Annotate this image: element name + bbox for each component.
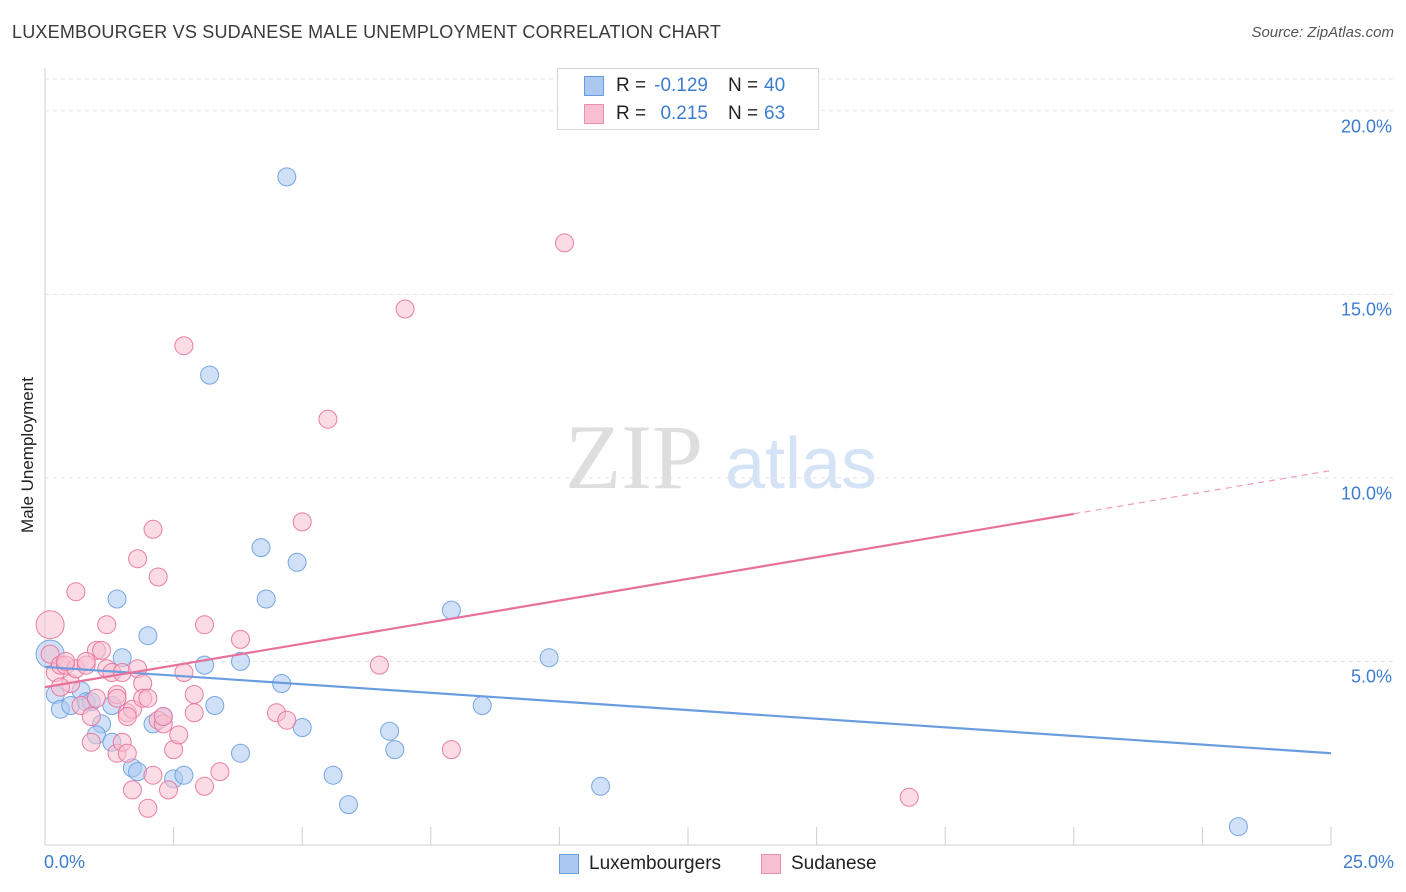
data-point [159,780,178,800]
data-point [441,740,461,760]
data-point [1228,817,1248,837]
data-point [174,336,194,356]
data-point [231,651,250,671]
chart-title: LUXEMBOURGER VS SUDANESE MALE UNEMPLOYME… [12,22,722,42]
data-point [107,688,127,708]
axes [44,68,1332,846]
data-point [169,725,189,745]
trend-line-extension-sudanese [1073,469,1332,515]
legend-n-value: 40 [764,75,786,96]
data-point [205,696,225,715]
data-point [318,409,338,429]
bottom-legend-label: Luxembourgers [589,853,722,874]
x-max-label: 25.0% [1342,852,1394,872]
data-point [210,762,230,782]
source-label: Source: ZipAtlas.com [1251,24,1394,41]
data-point [66,582,86,602]
bottom-legend-label: Sudanese [791,853,877,874]
legend-r-label: R = [616,75,647,96]
data-point [107,589,127,609]
data-point [174,663,194,682]
data-point [287,552,307,572]
data-point [174,765,194,785]
data-point [56,651,76,671]
data-point [117,743,137,763]
series-sudanese [35,233,919,818]
legend-n-label: N = [728,103,759,124]
legend-r-value: -0.129 [654,75,708,96]
data-point [292,512,312,532]
data-point [385,740,405,760]
x-min-label: 0.0% [44,852,86,872]
data-point [380,721,400,741]
data-point [97,615,117,635]
data-point [472,696,492,715]
bottom-legend-luxembourgers[interactable]: Luxembourgers [559,852,721,876]
legend-row-sudanese: R = 0.215 N = 63 [584,102,785,126]
data-point [339,795,358,815]
data-point [143,519,163,539]
trend-lines [44,469,1332,755]
legend-swatch-luxembourgers [584,76,604,96]
data-point [184,703,204,723]
data-point [143,765,163,785]
data-point [35,610,65,640]
watermark-atlas: atlas [725,424,877,504]
data-point [369,655,389,675]
data-point [441,600,461,620]
data-point [277,167,297,187]
trend-line-luxembourgers [44,665,1332,755]
data-point [231,629,250,649]
data-point [591,776,611,796]
bottom-legend-sudanese[interactable]: Sudanese [761,852,877,876]
data-point [148,567,168,587]
data-point [81,732,101,752]
data-point [81,707,101,726]
y-tick-label: 20.0% [1340,116,1392,137]
data-point [195,615,214,635]
watermark: ZIP atlas [565,406,877,508]
data-point [86,688,106,708]
data-point [539,648,559,668]
data-point [92,640,112,660]
data-point [200,365,220,385]
data-point [251,538,271,558]
legend-r-label: R = [616,103,647,124]
data-point [122,780,142,800]
watermark-zip: ZIP [565,406,703,508]
bottom-legend-swatch-sudanese [761,854,781,874]
data-point [323,765,343,785]
legend-n-label: N = [728,75,759,96]
data-point [128,549,148,569]
data-point [256,589,276,609]
y-tick-label: 15.0% [1340,299,1392,320]
data-point [195,776,214,796]
y-tick-label: 5.0% [1350,666,1392,687]
legend-n-value: 63 [764,103,786,124]
data-point [231,743,250,763]
data-point [555,233,574,253]
legend-r-value: 0.215 [660,103,708,124]
data-point [138,626,158,646]
data-point [899,787,919,807]
legend-swatch-sudanese [584,104,604,124]
stats-legend: R = -0.129 N = 40 R = 0.215 N = 63 [557,68,819,130]
data-point [117,707,137,726]
data-point [395,299,415,319]
data-point [138,798,158,818]
data-point [50,677,70,697]
trend-line-sudanese [44,512,1074,689]
y-tick-label: 10.0% [1340,483,1392,504]
data-point [292,718,312,737]
bottom-legend-swatch-luxembourgers [559,854,579,874]
data-point [153,707,173,726]
data-point [76,651,96,671]
legend-row-luxembourgers: R = -0.129 N = 40 [584,74,785,98]
data-point [138,688,158,708]
data-point [277,710,297,730]
data-point [184,685,204,704]
